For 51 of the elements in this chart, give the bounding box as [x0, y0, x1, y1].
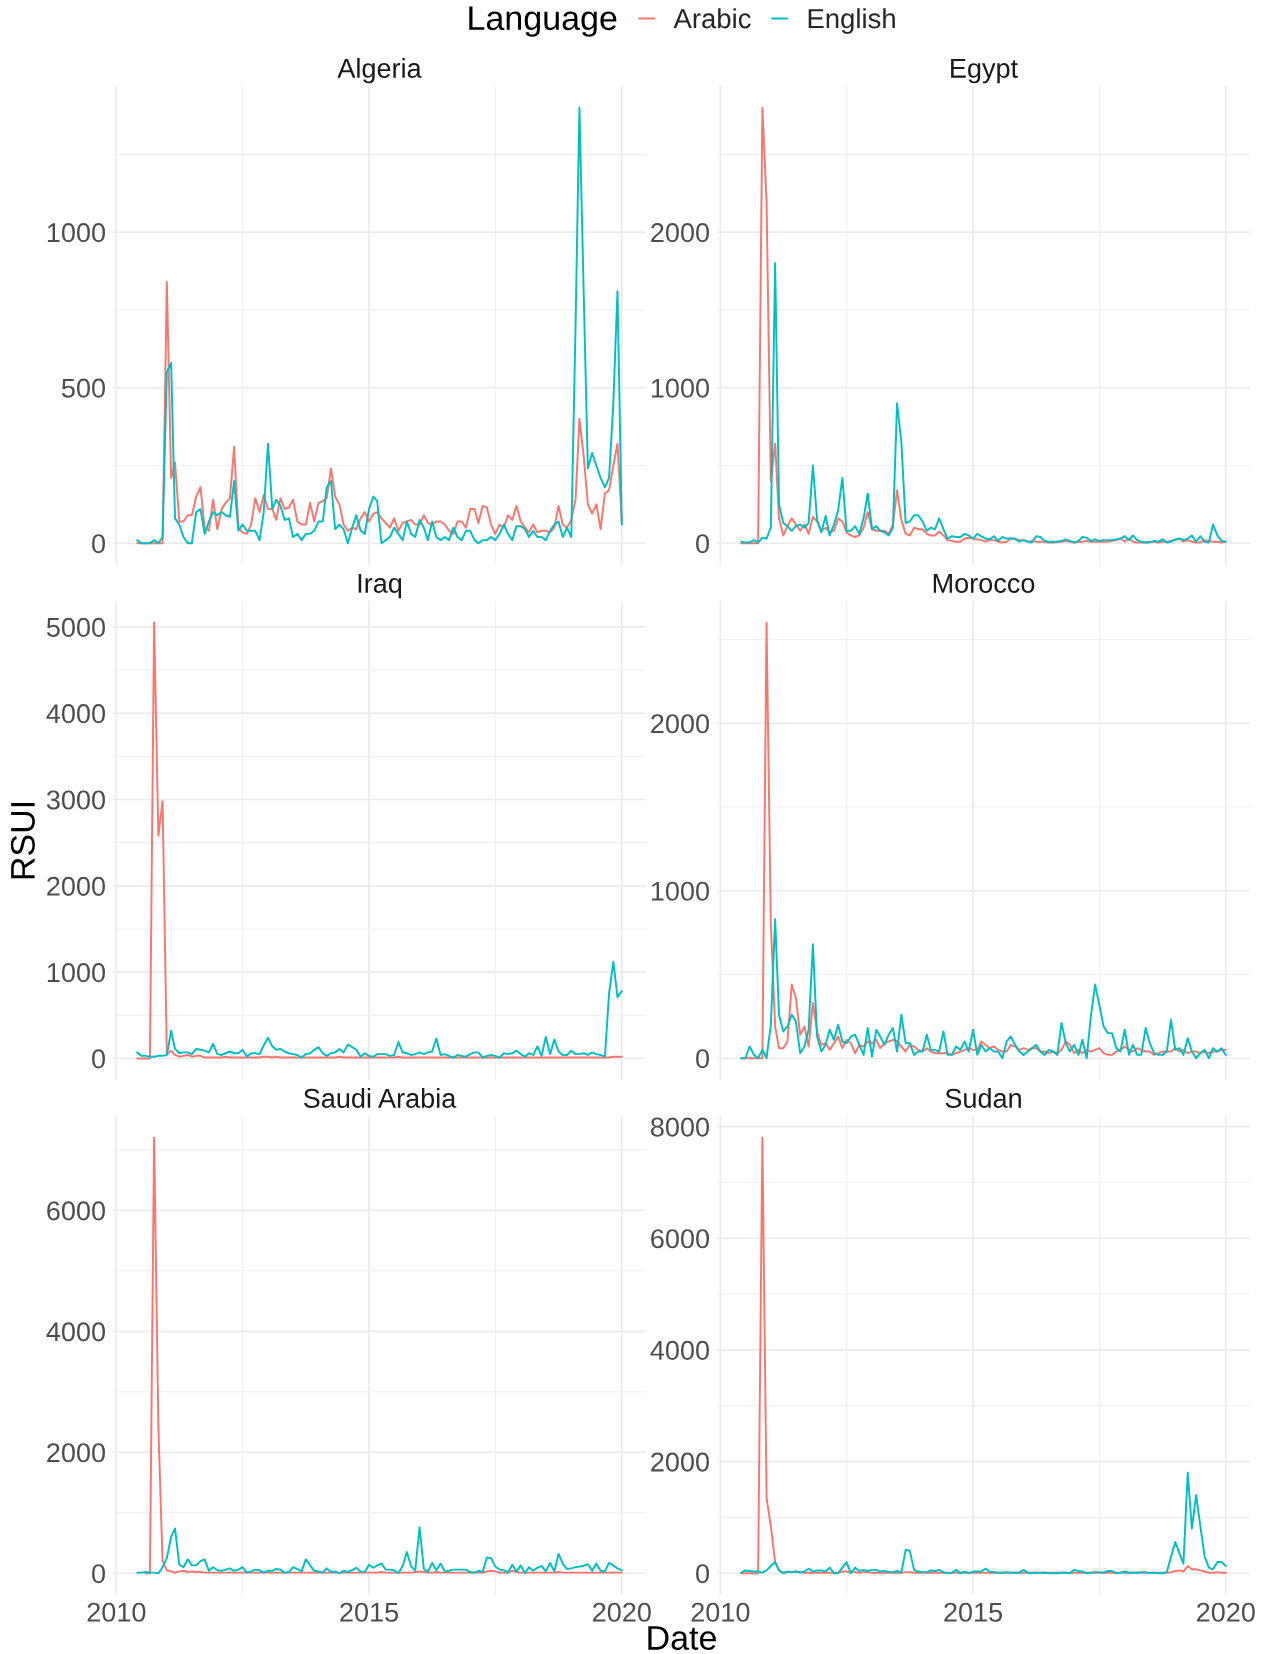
- chart-title: Morocco: [933, 574, 1035, 593]
- chart-title: Saudi Arabia: [303, 1088, 457, 1108]
- y-tick-label: 1000: [651, 881, 709, 901]
- x-tick-label: 2010: [87, 1602, 146, 1622]
- chart-title: Iraq: [358, 574, 402, 599]
- chart-title: Egypt: [951, 59, 1018, 84]
- line-series: [740, 262, 1227, 544]
- line-series: [136, 960, 623, 1059]
- x-tick-label: 2010: [691, 1602, 750, 1622]
- y-axis-title: RSUI: [10, 802, 35, 879]
- legend-title: Language: [469, 6, 617, 37]
- y-tick-label: 0: [92, 1049, 105, 1069]
- y-tick-label: 2000: [651, 223, 709, 243]
- y-tick-label: 1000: [47, 223, 105, 243]
- y-tick-label: 2000: [47, 1443, 105, 1463]
- y-tick-label: 3000: [46, 790, 105, 810]
- y-tick-label: 0: [696, 534, 709, 554]
- chart-title: Algeria: [337, 58, 422, 84]
- line-series: [740, 918, 1227, 1060]
- y-tick-label: 0: [92, 1564, 105, 1584]
- x-tick-label: 2015: [944, 1602, 1003, 1622]
- y-tick-label: 0: [696, 1564, 709, 1584]
- y-tick-label: 2000: [651, 1452, 709, 1472]
- y-tick-label: 0: [92, 534, 105, 554]
- y-tick-label: 4000: [650, 1340, 709, 1360]
- x-tick-label: 2020: [1197, 1602, 1255, 1622]
- y-tick-label: 0: [696, 1049, 709, 1069]
- line-series: [136, 621, 623, 1060]
- legend-label: English: [808, 8, 895, 34]
- y-tick-label: 6000: [651, 1229, 709, 1249]
- x-tick-label: 2020: [593, 1602, 651, 1622]
- legend-label: Arabic: [673, 8, 751, 29]
- y-tick-label: 500: [61, 378, 105, 398]
- line-series: [136, 280, 623, 545]
- line-series: [740, 1471, 1227, 1575]
- y-tick-label: 2000: [47, 876, 105, 896]
- chart-title: Sudan: [945, 1088, 1021, 1108]
- y-tick-label: 5000: [46, 617, 105, 637]
- y-tick-label: 1000: [651, 378, 709, 398]
- y-tick-label: 6000: [47, 1201, 105, 1221]
- y-tick-label: 2000: [651, 714, 709, 734]
- line-series: [144, 1136, 623, 1575]
- y-tick-label: 4000: [46, 704, 105, 724]
- x-tick-label: 2015: [340, 1602, 399, 1622]
- y-tick-label: 8000: [650, 1117, 709, 1137]
- y-tick-label: 4000: [46, 1322, 105, 1342]
- y-tick-label: 1000: [47, 963, 105, 983]
- line-series: [136, 106, 623, 545]
- line-series: [136, 1526, 623, 1575]
- line-series: [740, 106, 1227, 545]
- x-axis-title: Date: [648, 1626, 716, 1650]
